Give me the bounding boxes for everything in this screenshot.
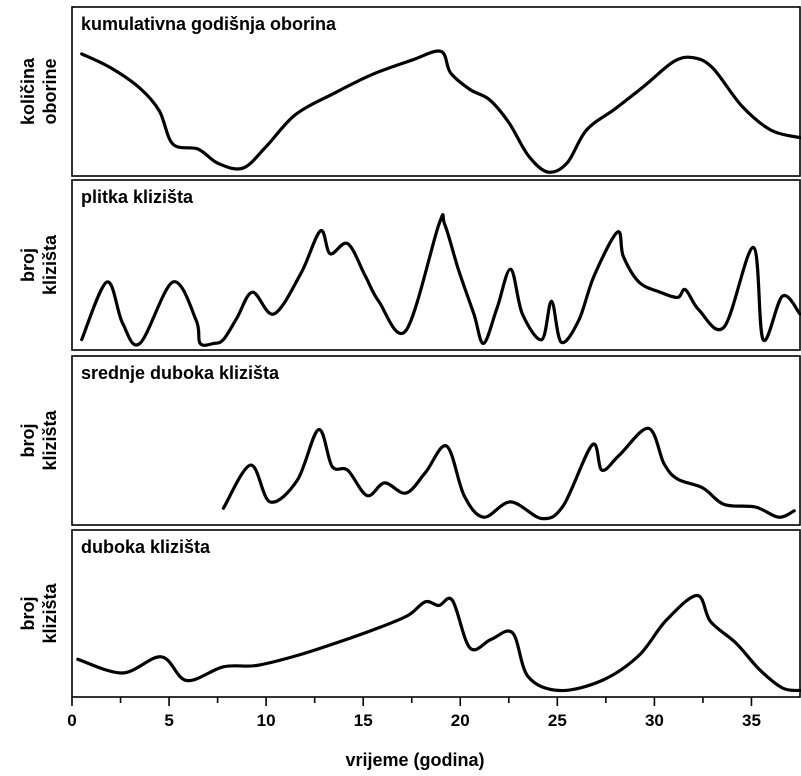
panel-1: kumulativna godišnja oborina količina obor… bbox=[18, 6, 801, 177]
series-line bbox=[76, 593, 801, 693]
panel-title: srednje duboka klizišta bbox=[81, 363, 280, 383]
y-axis-label: broj klizišta bbox=[18, 409, 60, 470]
panel-3: srednje duboka klizišta broj klizišta bbox=[18, 355, 801, 526]
series-line bbox=[80, 213, 801, 347]
y-axis-label: količina oborine bbox=[18, 57, 60, 125]
y-axis-label: broj klizišta bbox=[18, 582, 60, 643]
y-axis-label-line: klizišta bbox=[40, 582, 60, 643]
series-line bbox=[221, 426, 796, 521]
y-axis-label-line: broj bbox=[18, 248, 38, 282]
tick-label: 0 bbox=[67, 711, 76, 730]
tick-label: 30 bbox=[645, 711, 664, 730]
y-axis-label-line: količina bbox=[18, 57, 38, 125]
x-axis-label: vrijeme (godina) bbox=[345, 750, 484, 770]
tick-label: 10 bbox=[257, 711, 276, 730]
panel-frame bbox=[71, 179, 801, 351]
tick-label: 15 bbox=[354, 711, 373, 730]
tick-label: 35 bbox=[742, 711, 761, 730]
panel-2: plitka klizišta broj klizišta bbox=[18, 179, 801, 351]
y-axis-label-line: broj bbox=[18, 424, 38, 458]
panel-frame bbox=[71, 529, 801, 698]
series-line bbox=[80, 49, 801, 174]
y-axis-label-line: oborine bbox=[40, 59, 60, 125]
panel-4: duboka klizišta broj klizišta bbox=[18, 529, 801, 698]
x-axis: 0 5 10 15 20 25 30 35 bbox=[67, 697, 761, 730]
panels: kumulativna godišnja oborina količina obor… bbox=[18, 6, 801, 698]
y-axis-label: broj klizišta bbox=[18, 234, 60, 295]
y-axis-label-line: broj bbox=[18, 597, 38, 631]
tick-label: 5 bbox=[164, 711, 173, 730]
tick-label: 25 bbox=[548, 711, 567, 730]
panel-frame bbox=[71, 355, 801, 526]
y-axis-label-line: klizišta bbox=[40, 409, 60, 470]
panel-title: duboka klizišta bbox=[81, 537, 211, 557]
panel-title: kumulativna godišnja oborina bbox=[81, 14, 337, 34]
tick-label: 20 bbox=[451, 711, 470, 730]
panel-title: plitka klizišta bbox=[81, 187, 194, 207]
y-axis-label-line: klizišta bbox=[40, 234, 60, 295]
